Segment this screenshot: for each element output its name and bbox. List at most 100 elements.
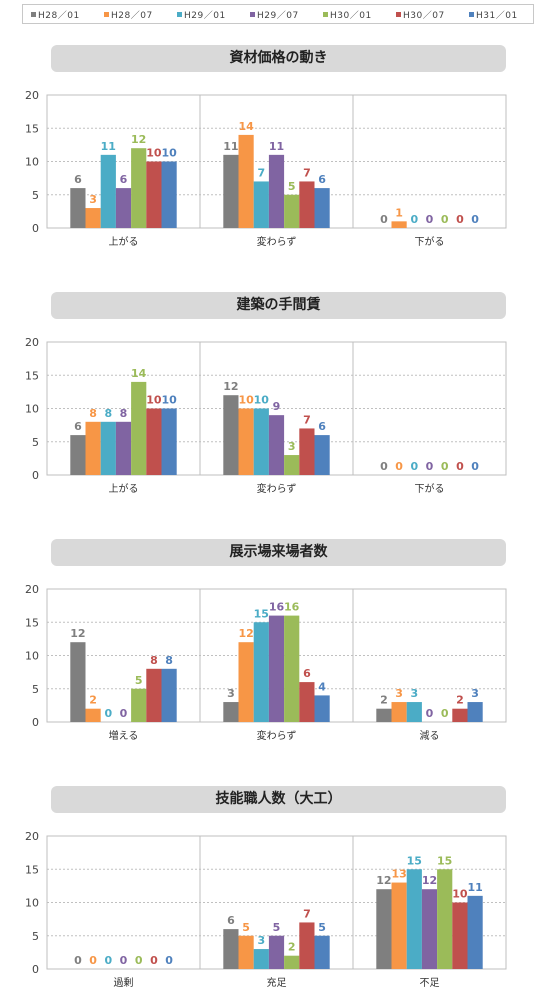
bar [253, 408, 269, 475]
x-tick-label: 上がる [109, 482, 139, 495]
data-label: 2 [288, 941, 296, 954]
y-tick-label: 20 [25, 336, 39, 349]
bar [253, 949, 269, 969]
legend-item: H28／01 [31, 8, 80, 21]
data-label: 2 [89, 694, 97, 707]
legend-item: H29／01 [177, 8, 226, 21]
data-label: 0 [441, 213, 449, 226]
y-tick-label: 5 [32, 683, 39, 696]
legend-swatch [31, 12, 36, 17]
data-label: 0 [120, 954, 128, 967]
y-tick-label: 10 [25, 403, 39, 416]
data-label: 6 [74, 420, 82, 433]
data-label: 12 [376, 874, 391, 887]
bar [238, 134, 254, 228]
x-tick-label: 充足 [267, 976, 287, 989]
x-tick-label: 変わらず [257, 482, 297, 495]
bar [406, 702, 422, 722]
data-label: 6 [74, 173, 82, 186]
bar [268, 935, 285, 969]
bar [146, 408, 162, 475]
bar [223, 395, 239, 475]
bar [314, 435, 330, 475]
data-label: 7 [303, 907, 311, 920]
data-label: 0 [104, 954, 112, 967]
data-label: 0 [120, 707, 128, 720]
data-label: 15 [407, 854, 422, 867]
y-tick-label: 5 [32, 436, 39, 449]
data-label: 8 [165, 654, 173, 667]
y-tick-label: 20 [25, 830, 39, 843]
data-label: 3 [227, 687, 235, 700]
bar [299, 922, 315, 969]
legend-label: H28／07 [111, 11, 153, 21]
data-label: 0 [135, 954, 143, 967]
bar [284, 194, 300, 228]
x-tick-label: 下がる [415, 235, 445, 248]
data-label: 3 [410, 687, 418, 700]
data-label: 7 [257, 166, 265, 179]
y-tick-label: 15 [25, 616, 39, 629]
bar [161, 161, 177, 228]
bar [452, 708, 468, 722]
bar [391, 702, 407, 722]
data-label: 0 [165, 954, 173, 967]
bar [314, 188, 330, 228]
data-label: 2 [456, 694, 464, 707]
data-label: 5 [288, 180, 296, 193]
data-label: 6 [318, 173, 326, 186]
data-label: 0 [456, 213, 464, 226]
bar [253, 622, 269, 722]
data-label: 0 [426, 213, 434, 226]
x-tick-label: 過剰 [114, 977, 134, 989]
bar [146, 668, 162, 722]
legend-item: H30／01 [323, 8, 372, 21]
data-label: 10 [238, 394, 254, 407]
y-tick-label: 15 [25, 369, 39, 382]
legend-label: H30／01 [330, 11, 372, 21]
bar [223, 929, 239, 969]
data-label: 1 [395, 206, 403, 219]
bar [299, 682, 315, 722]
data-label: 10 [146, 147, 162, 160]
data-label: 3 [257, 934, 265, 947]
bar [100, 421, 116, 475]
bar [223, 702, 239, 722]
data-label: 0 [150, 954, 158, 967]
data-label: 11 [269, 140, 284, 153]
data-label: 12 [422, 874, 437, 887]
bar [467, 702, 483, 722]
y-tick-label: 0 [32, 716, 39, 729]
bar [452, 902, 468, 969]
data-label: 0 [441, 707, 449, 720]
bar [238, 408, 254, 475]
bar [268, 415, 285, 475]
x-tick-label: 上がる [109, 235, 139, 248]
bar [161, 408, 177, 475]
legend-swatch [250, 12, 255, 17]
data-label: 14 [131, 367, 147, 380]
data-label: 0 [410, 460, 418, 473]
data-label: 10 [161, 394, 177, 407]
legend-item: H30／07 [396, 8, 445, 21]
bar [406, 869, 422, 969]
bar [299, 181, 315, 228]
data-label: 6 [227, 914, 235, 927]
bar [131, 381, 147, 475]
y-tick-label: 15 [25, 122, 39, 135]
bar [253, 181, 269, 228]
data-label: 7 [303, 166, 311, 179]
legend-label: H29／07 [257, 11, 299, 21]
bar [115, 188, 132, 228]
data-label: 10 [254, 394, 270, 407]
data-label: 0 [441, 460, 449, 473]
data-label: 11 [101, 140, 116, 153]
y-tick-label: 10 [25, 156, 39, 169]
bar [100, 154, 116, 228]
bar [391, 882, 407, 969]
x-tick-label: 下がる [415, 482, 445, 495]
bar [115, 421, 132, 475]
bar [376, 889, 392, 969]
